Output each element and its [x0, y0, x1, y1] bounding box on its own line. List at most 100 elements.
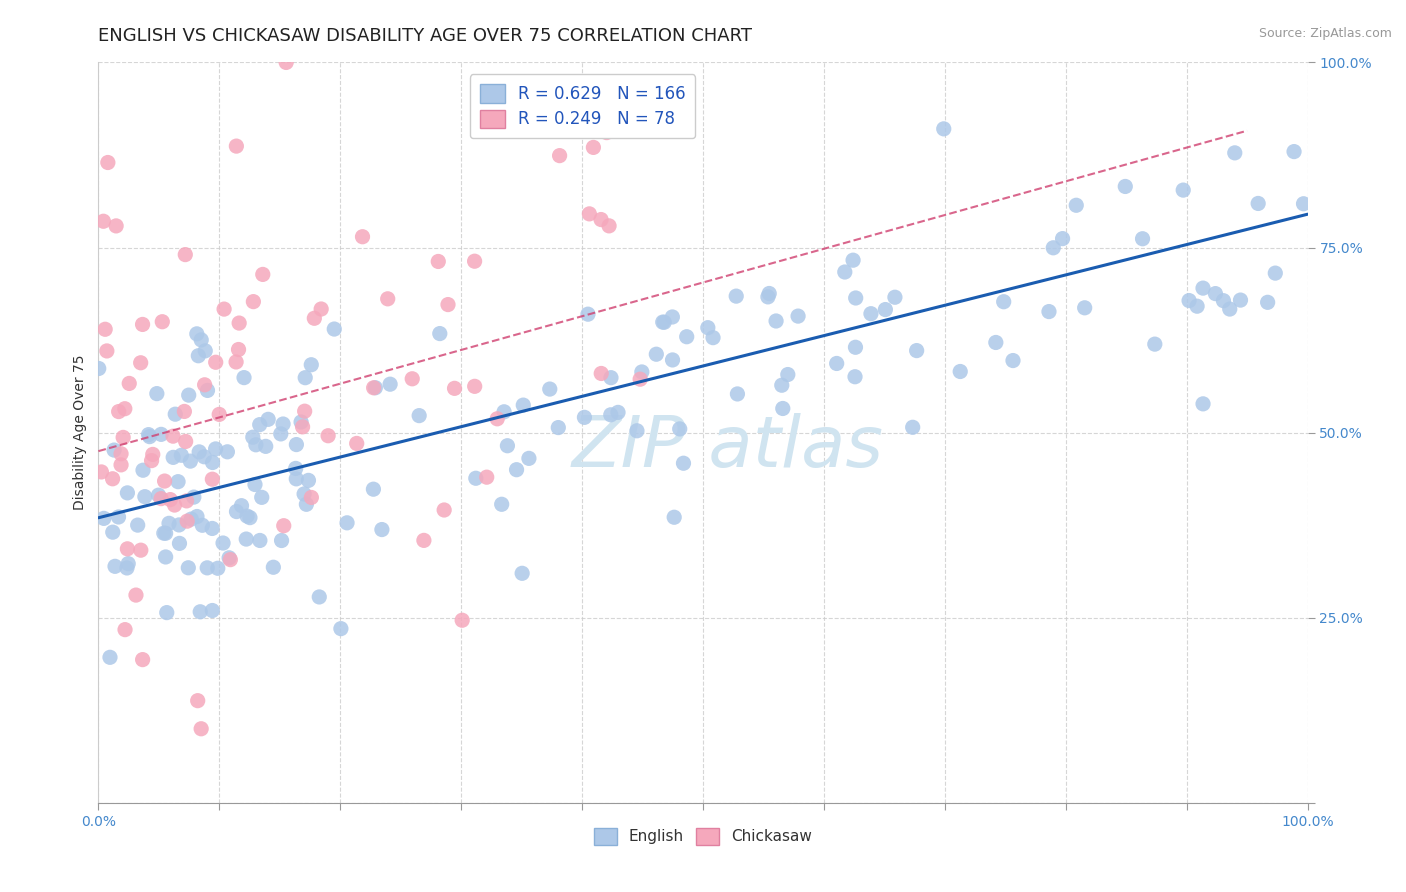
- Point: [249, 533, 271, 548]
- Point: [1132, 232, 1154, 246]
- Point: [842, 253, 865, 268]
- Point: [1223, 145, 1246, 160]
- Point: [262, 560, 284, 574]
- Point: [844, 340, 866, 354]
- Point: [187, 349, 209, 363]
- Point: [517, 451, 540, 466]
- Point: [239, 510, 262, 524]
- Point: [201, 603, 224, 617]
- Point: [98, 650, 121, 665]
- Point: [208, 408, 231, 422]
- Point: [186, 326, 208, 341]
- Point: [155, 526, 177, 541]
- Point: [292, 487, 315, 501]
- Point: [150, 315, 173, 329]
- Point: [547, 420, 569, 434]
- Point: [299, 358, 322, 372]
- Point: [105, 219, 128, 233]
- Point: [652, 315, 675, 329]
- Point: [217, 445, 239, 459]
- Point: [117, 557, 139, 571]
- Point: [291, 420, 314, 434]
- Point: [884, 290, 907, 304]
- Point: [218, 550, 240, 565]
- Point: [150, 491, 173, 506]
- Point: [770, 378, 793, 392]
- Point: [103, 443, 125, 458]
- Point: [180, 512, 202, 526]
- Point: [190, 333, 212, 347]
- Text: Source: ZipAtlas.com: Source: ZipAtlas.com: [1258, 27, 1392, 40]
- Point: [188, 605, 211, 619]
- Point: [578, 207, 600, 221]
- Point: [401, 372, 423, 386]
- Point: [875, 302, 897, 317]
- Point: [153, 526, 176, 541]
- Point: [273, 518, 295, 533]
- Point: [1229, 293, 1251, 307]
- Point: [845, 291, 868, 305]
- Point: [129, 356, 152, 370]
- Point: [363, 482, 385, 496]
- Point: [443, 381, 465, 395]
- Point: [195, 561, 218, 575]
- Point: [1264, 266, 1286, 280]
- Point: [352, 229, 374, 244]
- Point: [197, 384, 219, 398]
- Point: [150, 427, 173, 442]
- Point: [1192, 281, 1215, 295]
- Point: [949, 364, 972, 378]
- Point: [574, 410, 596, 425]
- Point: [1192, 397, 1215, 411]
- Point: [510, 566, 533, 581]
- Point: [243, 477, 266, 491]
- Point: [228, 316, 250, 330]
- Point: [159, 492, 181, 507]
- Point: [110, 447, 132, 461]
- Point: [249, 417, 271, 432]
- Point: [844, 369, 866, 384]
- Point: [607, 405, 630, 419]
- Point: [512, 398, 534, 412]
- Point: [169, 536, 191, 550]
- Point: [661, 310, 683, 324]
- Text: ENGLISH VS CHICKASAW DISABILITY AGE OVER 75 CORRELATION CHART: ENGLISH VS CHICKASAW DISABILITY AGE OVER…: [98, 27, 752, 45]
- Point: [176, 514, 198, 528]
- Point: [193, 450, 215, 464]
- Point: [1073, 301, 1095, 315]
- Point: [412, 533, 434, 548]
- Point: [125, 588, 148, 602]
- Point: [437, 297, 460, 311]
- Point: [589, 212, 612, 227]
- Point: [219, 552, 242, 566]
- Point: [174, 247, 197, 261]
- Point: [765, 314, 787, 328]
- Point: [295, 497, 318, 511]
- Point: [377, 292, 399, 306]
- Point: [254, 439, 277, 453]
- Point: [131, 652, 153, 666]
- Legend: English, Chickasaw: English, Chickasaw: [588, 822, 818, 851]
- Point: [155, 549, 177, 564]
- Point: [104, 559, 127, 574]
- Text: ZIP atlas: ZIP atlas: [571, 413, 883, 482]
- Point: [651, 315, 673, 329]
- Point: [378, 377, 401, 392]
- Point: [163, 498, 186, 512]
- Point: [204, 355, 226, 369]
- Point: [94, 322, 117, 336]
- Point: [114, 623, 136, 637]
- Point: [346, 436, 368, 450]
- Point: [576, 307, 599, 321]
- Point: [1038, 304, 1060, 318]
- Point: [364, 381, 387, 395]
- Point: [1219, 301, 1241, 316]
- Point: [194, 343, 217, 358]
- Point: [201, 455, 224, 469]
- Point: [231, 499, 253, 513]
- Point: [228, 343, 250, 357]
- Point: [138, 427, 160, 442]
- Point: [905, 343, 928, 358]
- Point: [90, 465, 112, 479]
- Point: [167, 517, 190, 532]
